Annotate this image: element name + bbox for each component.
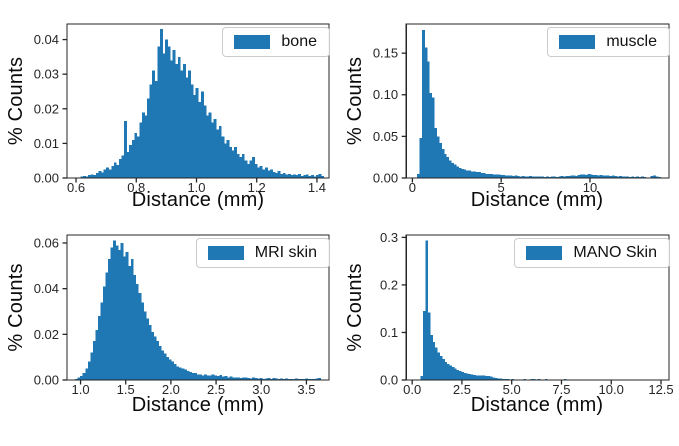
x-axis-label: Distance (mm) xyxy=(131,189,265,211)
x-tick-label: 1.0 xyxy=(187,180,205,195)
histogram-bars xyxy=(420,240,569,380)
y-axis-label: % Counts xyxy=(344,263,366,352)
legend-label: bone xyxy=(281,33,317,50)
legend-swatch xyxy=(526,245,563,260)
legend-swatch xyxy=(234,34,271,49)
x-axis-label: Distance (mm) xyxy=(470,394,604,416)
axis-tick-labels: 0.0 2.5 5.0 7.5 10.0 12.5 0.0 0.1 0.2 0.3 xyxy=(380,230,674,397)
y-tick-label: 0.1 xyxy=(380,325,398,340)
legend-label: MANO Skin xyxy=(573,244,657,261)
histogram-bars xyxy=(80,29,325,179)
axis-ticks xyxy=(401,52,591,183)
histogram-canvas-bone: 0.6 0.8 1.0 1.2 1.4 0.00 0.01 0.02 0.03 0.04 xyxy=(34,23,330,195)
y-tick-label: 0.02 xyxy=(34,101,59,116)
subplot-bone: 0.6 0.8 1.0 1.2 1.4 0.00 0.01 0.02 0.03 0.04 % Co… xyxy=(0,0,339,223)
axes-spines xyxy=(405,23,670,179)
legend-label: muscle xyxy=(606,33,657,50)
histogram-canvas-mri-skin: 1.0 1.5 2.0 2.5 3.0 3.5 0.00 0.02 0.04 0.06 xyxy=(34,234,330,397)
y-tick-label: 0.2 xyxy=(380,277,398,292)
y-axis-label: % Counts xyxy=(5,56,27,146)
histogram-bars xyxy=(417,29,661,179)
y-tick-label: 0.06 xyxy=(34,235,59,250)
x-tick-label: 1.5 xyxy=(117,382,135,397)
axis-tick-labels: 0.6 0.8 1.0 1.2 1.4 0.00 0.01 0.02 0.03 0.04 xyxy=(34,32,326,195)
x-tick-label: 0.8 xyxy=(127,180,145,195)
x-axis-label: Distance (mm) xyxy=(470,189,604,211)
subplot-muscle: 0 5 10 0.00 0.05 0.10 0.15 % Counts Distance (… xyxy=(339,0,679,223)
y-tick-label: 0.10 xyxy=(373,87,398,102)
subplot-mano-skin: 0.0 2.5 5.0 7.5 10.0 12.5 0.0 0.1 0.2 0.3 % Count… xyxy=(339,223,679,446)
x-tick-label: 10 xyxy=(583,180,597,195)
x-tick-label: 3.5 xyxy=(297,382,315,397)
x-axis-label: Distance (mm) xyxy=(131,394,265,416)
y-tick-label: 0.15 xyxy=(373,46,398,61)
axes-spines xyxy=(66,234,330,381)
legend-swatch xyxy=(207,245,244,260)
y-axis-label: % Counts xyxy=(5,263,27,352)
x-tick-label: 1.2 xyxy=(248,180,266,195)
x-tick-label: 0.6 xyxy=(67,180,85,195)
y-tick-label: 0.0 xyxy=(380,373,398,388)
x-tick-label: 1.0 xyxy=(72,382,90,397)
axes-spines xyxy=(66,23,330,179)
axis-tick-labels: 1.0 1.5 2.0 2.5 3.0 3.5 0.00 0.02 0.04 0.06 xyxy=(34,235,316,397)
x-tick-label: 3.0 xyxy=(252,382,270,397)
histogram-canvas-mano-skin: 0.0 2.5 5.0 7.5 10.0 12.5 0.0 0.1 0.2 0.3 xyxy=(380,230,674,397)
legend-muscle: muscle xyxy=(547,27,670,57)
legend-label: MRI skin xyxy=(254,244,317,261)
y-tick-label: 0.03 xyxy=(34,67,59,82)
x-tick-label: 0 xyxy=(409,180,416,195)
x-tick-label: 7.5 xyxy=(552,382,570,397)
legend-bone: bone xyxy=(222,27,330,57)
y-tick-label: 0.01 xyxy=(34,136,59,151)
y-tick-label: 0.04 xyxy=(34,32,59,47)
x-tick-label: 2.5 xyxy=(207,382,225,397)
x-tick-label: 12.5 xyxy=(648,382,673,397)
legend-swatch xyxy=(559,34,596,49)
axis-ticks xyxy=(401,236,662,385)
axis-ticks xyxy=(62,242,308,385)
x-tick-label: 10.0 xyxy=(599,382,624,397)
y-tick-label: 0.02 xyxy=(34,327,59,342)
x-tick-label: 5.0 xyxy=(503,382,521,397)
y-tick-label: 0.05 xyxy=(373,129,398,144)
axes-spines xyxy=(405,234,670,381)
y-tick-label: 0.04 xyxy=(34,281,59,296)
subplot-mri-skin: 1.0 1.5 2.0 2.5 3.0 3.5 0.00 0.02 0.04 0.06 % Cou… xyxy=(0,223,339,446)
x-tick-label: 2.5 xyxy=(453,382,471,397)
legend-mri-skin: MRI skin xyxy=(195,238,330,268)
y-tick-label: 0.00 xyxy=(34,171,59,186)
legend-mano-skin: MANO Skin xyxy=(514,238,670,268)
axis-tick-labels: 0 5 10 0.00 0.05 0.10 0.15 xyxy=(373,46,597,195)
y-tick-label: 0.3 xyxy=(380,230,398,245)
axis-ticks xyxy=(62,38,318,183)
x-tick-label: 0.0 xyxy=(403,382,421,397)
histogram-canvas-muscle: 0 5 10 0.00 0.05 0.10 0.15 xyxy=(373,23,670,195)
y-tick-label: 0.00 xyxy=(373,171,398,186)
y-tick-label: 0.00 xyxy=(34,373,59,388)
x-tick-label: 5 xyxy=(498,180,505,195)
x-tick-label: 2.0 xyxy=(162,382,180,397)
y-axis-label: % Counts xyxy=(344,56,366,146)
x-tick-label: 1.4 xyxy=(308,180,326,195)
